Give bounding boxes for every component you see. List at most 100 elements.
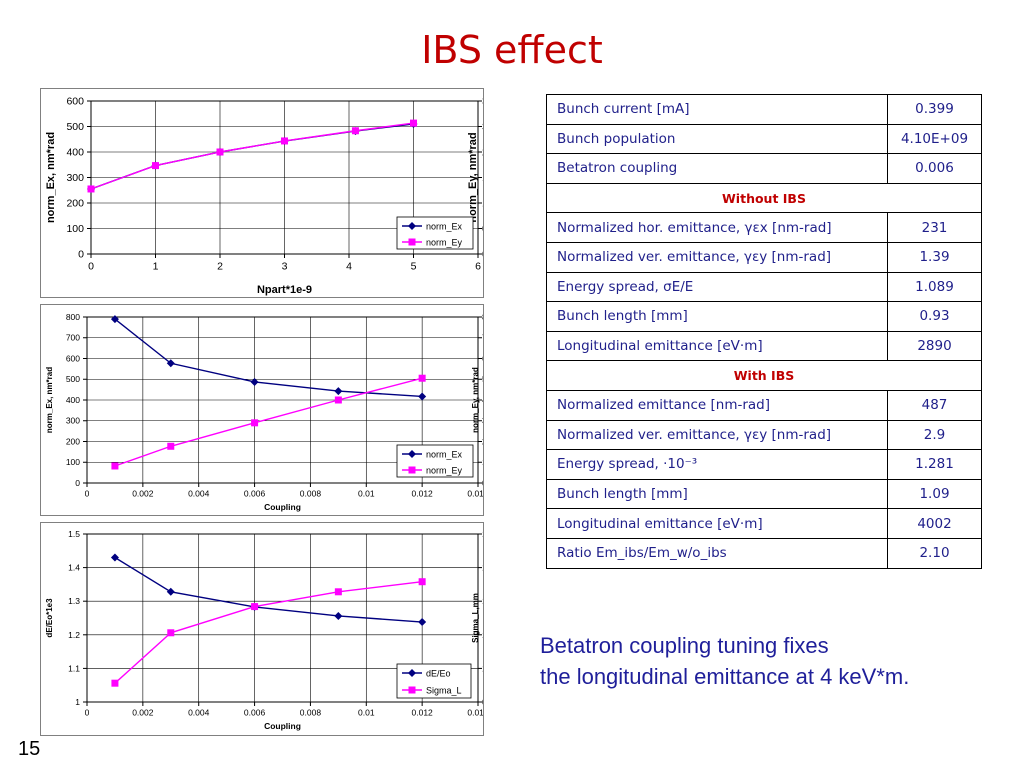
legend-label: norm_Ex (426, 221, 463, 231)
legend-swatch-marker (408, 238, 416, 246)
table-cell-label: Bunch length [mm] (546, 301, 888, 332)
y-tick-label: 200 (66, 436, 80, 446)
y-tick-label: 1.3 (68, 596, 80, 606)
table-row: Longitudinal emittance [eV·m] 4002 (546, 508, 982, 539)
table-cell-label: Ratio Em_ibs/Em_w/o_ibs (546, 537, 888, 569)
y-tick-label: 1.1 (68, 663, 80, 673)
y2-tick-label: 0 (482, 478, 483, 488)
x-tick-label: 0.012 (412, 489, 434, 499)
x-axis-title: Npart*1e-9 (257, 284, 312, 296)
x-tick-label: 0.004 (188, 708, 210, 718)
table-cell-label: Energy spread, ·10⁻³ (546, 449, 888, 480)
table-row: Bunch length [mm] 0.93 (546, 301, 982, 332)
y-tick-label: 500 (66, 121, 84, 133)
y-tick-label: 700 (66, 333, 80, 343)
data-point (418, 374, 426, 382)
table-cell-value: 4.10E+09 (887, 123, 982, 155)
x-tick-label: 0.014 (467, 708, 483, 718)
x-tick-label: 0 (88, 261, 94, 273)
y2-tick-label: 0 (482, 249, 483, 261)
x-tick-label: 0.006 (244, 489, 266, 499)
y-tick-label: 0 (78, 249, 84, 261)
data-point (251, 419, 259, 427)
x-tick-label: 3 (282, 261, 288, 273)
y2-tick-label: 2.4 (482, 147, 483, 159)
table-row: Normalized hor. emittance, γεx [nm-rad] 2… (546, 212, 982, 243)
data-point (418, 392, 427, 401)
y-tick-label: 600 (66, 353, 80, 363)
data-point (111, 462, 119, 470)
legend-label: norm_Ey (426, 465, 463, 475)
y-tick-label: 400 (66, 147, 84, 159)
table-section-row: With IBS (546, 360, 982, 391)
y-tick-label: 1 (75, 697, 80, 707)
series-sigma-l (111, 578, 426, 687)
table-cell-value: 4002 (887, 508, 982, 539)
x-tick-label: 0.01 (358, 489, 375, 499)
table-cell-value: 2.9 (887, 419, 982, 451)
legend-swatch-marker (408, 222, 416, 230)
chart-svg: 00.0020.0040.0060.0080.010.0120.01401002… (45, 312, 483, 512)
summary-note: Betatron coupling tuning fixes the longi… (540, 630, 909, 692)
summary-note-line: Betatron coupling tuning fixes (540, 633, 829, 658)
x-tick-label: 0.008 (300, 708, 322, 718)
table-cell-label: Normalized hor. emittance, γεx [nm-rad] (546, 212, 888, 243)
table-cell-value: 2890 (887, 330, 982, 362)
y-tick-label: 200 (66, 198, 84, 210)
table-cell-label: Energy spread, σE/E (546, 271, 888, 303)
table-cell-value: 0.006 (887, 153, 982, 184)
y2-tick-label: 2 (482, 436, 483, 446)
table-cell-value: 487 (887, 389, 982, 421)
y-tick-label: 100 (66, 223, 84, 235)
table-row: Bunch length [mm] 1.09 (546, 478, 982, 510)
table-cell-label: Bunch length [mm] (546, 478, 888, 510)
plot-frame (86, 533, 479, 703)
table-cell-value: 1.281 (887, 449, 982, 480)
y-axis-title: norm_Ex, nm*rad (45, 132, 57, 223)
table-cell-label: Longitudinal emittance [eV·m] (546, 330, 888, 362)
legend-label: norm_Ex (426, 449, 463, 459)
legend-swatch-marker (408, 466, 416, 474)
legend-label: norm_Ey (426, 237, 463, 247)
y2-axis-title: Sigma_L,mm (471, 593, 480, 643)
table-cell-label: Betatron coupling (546, 153, 888, 184)
data-point (110, 553, 119, 562)
legend: norm_Ex norm_Ey (396, 444, 474, 478)
y2-tick-label: 0.6 (482, 223, 483, 235)
y-axis-title: dE/Eo*1e3 (45, 598, 54, 638)
x-tick-label: 0.01 (358, 708, 375, 718)
x-tick-label: 0.014 (467, 489, 483, 499)
x-axis-title: Coupling (264, 502, 301, 512)
y2-tick-label: 1 (482, 663, 483, 673)
table-cell-label: Normalized ver. emittance, γεy [nm-rad] (546, 419, 888, 451)
table-row: Bunch current [mA] 0.399 (546, 94, 982, 125)
y2-tick-label: 1.8 (482, 172, 483, 184)
y2-tick-label: 1.05 (482, 630, 483, 640)
x-tick-label: 2 (217, 261, 223, 273)
y2-tick-label: 1.2 (482, 198, 483, 210)
data-point (410, 119, 417, 127)
y2-axis-title: norm_Ey, nm*rad (471, 367, 480, 433)
x-tick-label: 0.006 (244, 708, 266, 718)
series-norm-ey (87, 119, 417, 193)
x-tick-label: 0 (85, 708, 90, 718)
table-row: Bunch population 4.10E+09 (546, 123, 982, 155)
y-tick-label: 500 (66, 374, 80, 384)
table-row: Betatron coupling 0.006 (546, 153, 982, 184)
table-row: Ratio Em_ibs/Em_w/o_ibs 2.10 (546, 537, 982, 569)
x-tick-label: 0.004 (188, 489, 210, 499)
x-tick-label: 4 (346, 261, 352, 273)
data-point (334, 588, 342, 596)
data-point (216, 148, 224, 156)
legend: norm_Ex norm_Ey (396, 216, 474, 250)
x-tick-label: 0.008 (300, 489, 322, 499)
data-point (334, 387, 343, 396)
legend-label: dE/Eo (426, 668, 451, 678)
table-row: Normalized ver. emittance, γεy [nm-rad] 1… (546, 241, 982, 273)
data-point (166, 359, 175, 368)
data-point (166, 587, 175, 596)
table-cell-value: 1.09 (887, 478, 982, 510)
legend-swatch-marker (408, 669, 416, 677)
data-point (281, 137, 288, 145)
y2-tick-label: 4 (482, 395, 483, 405)
